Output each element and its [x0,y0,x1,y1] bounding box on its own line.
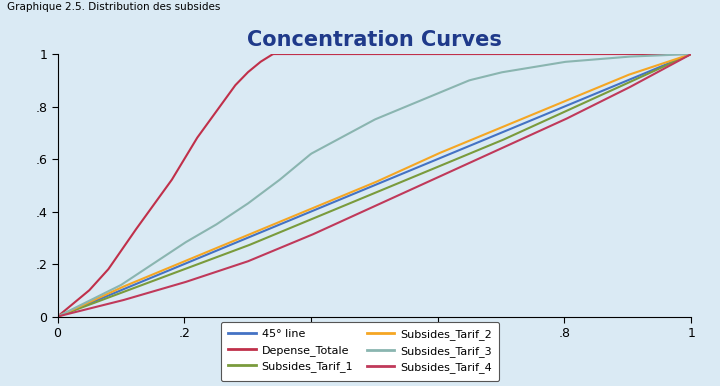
Legend: 45° line, Depense_Totale, Subsides_Tarif_1, Subsides_Tarif_2, Subsides_Tarif_3, : 45° line, Depense_Totale, Subsides_Tarif… [220,322,500,381]
Title: Concentration Curves: Concentration Curves [247,30,502,50]
Text: Graphique 2.5. Distribution des subsides: Graphique 2.5. Distribution des subsides [7,2,220,12]
X-axis label: Percentiles (p): Percentiles (p) [325,345,424,359]
